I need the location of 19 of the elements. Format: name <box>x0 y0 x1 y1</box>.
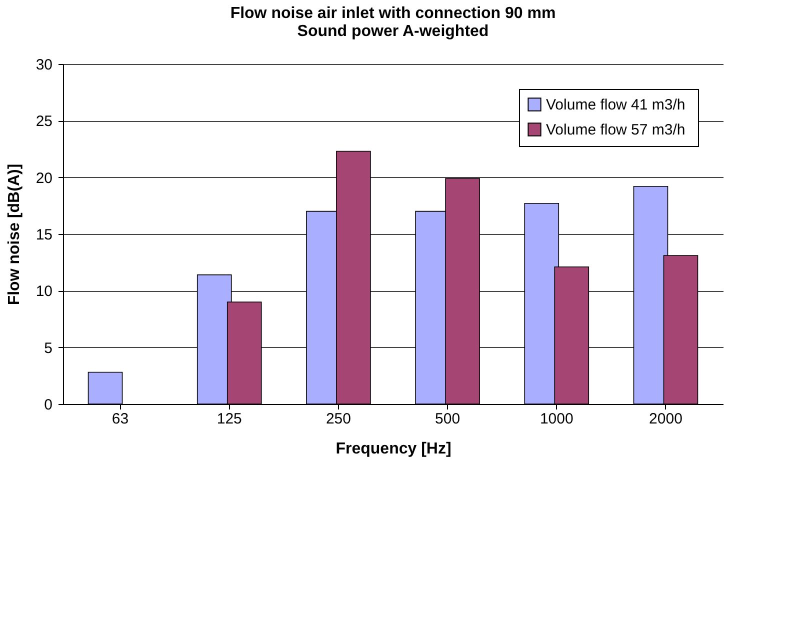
y-tick-label: 10 <box>36 283 52 300</box>
y-axis-title: Flow noise [dB(A)] <box>6 164 23 306</box>
x-tick-label: 2000 <box>649 410 682 428</box>
x-tick-label: 63 <box>112 410 129 428</box>
x-tick-label: 500 <box>435 410 460 428</box>
x-tick-label: 250 <box>326 410 351 428</box>
x-tick-label: 125 <box>216 410 242 428</box>
y-tick-label: 0 <box>44 396 52 414</box>
y-tick-label: 25 <box>36 113 52 130</box>
text: Sound power A-weighted <box>297 23 489 40</box>
text: Flow noise air inlet with connection 90 mm <box>230 5 556 22</box>
y-tick-label: 15 <box>36 226 52 244</box>
legend-label: Volume flow 57 m3/h <box>546 122 686 138</box>
x-tick-label: 1000 <box>540 410 574 428</box>
y-tick-label: 5 <box>44 340 52 357</box>
y-tick-label: 30 <box>36 56 52 74</box>
y-tick-label: 20 <box>36 170 52 187</box>
legend-label: Volume flow 41 m3/h <box>546 96 686 114</box>
x-axis-title: Frequency [Hz] <box>336 440 452 458</box>
